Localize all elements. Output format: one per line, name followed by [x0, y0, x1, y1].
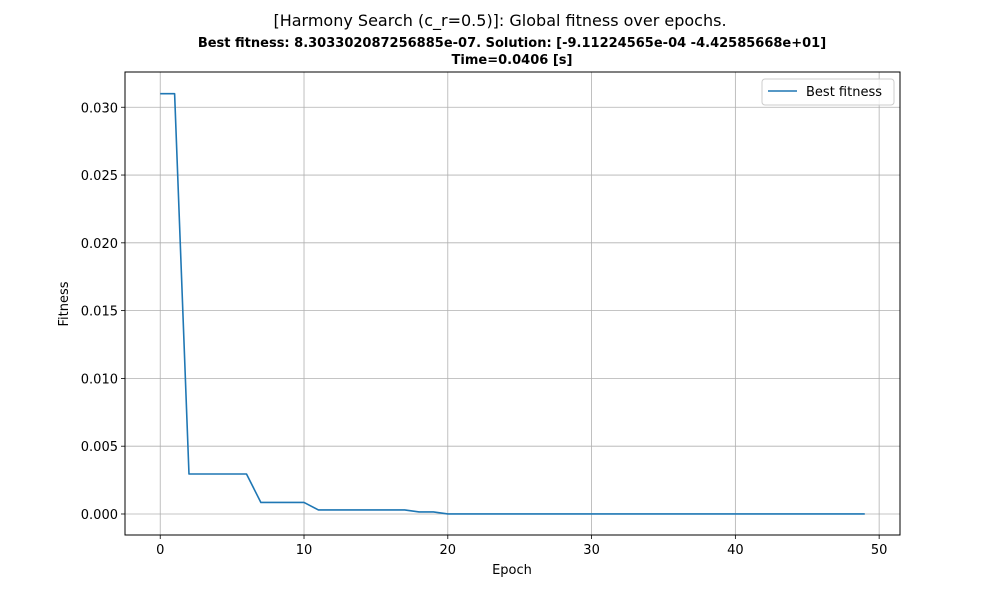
chart-subtitle-line2: Time=0.0406 [s]: [452, 53, 573, 68]
x-tick-label: 10: [296, 543, 313, 558]
y-tick-label: 0.030: [81, 101, 118, 116]
y-axis-ticks: 0.000 0.005 0.010 0.015 0.020 0.025 0.030: [81, 101, 125, 523]
chart-subtitle-line1: Best fitness: 8.303302087256885e-07. Sol…: [198, 36, 826, 51]
x-tick-label: 30: [583, 543, 600, 558]
grid-lines: [125, 72, 900, 535]
series-line-best-fitness: [160, 92, 865, 515]
y-tick-label: 0.015: [81, 305, 118, 320]
x-axis-ticks: 0 10 20 30 40 50: [156, 535, 887, 558]
x-tick-label: 40: [727, 543, 744, 558]
series-layer: [160, 92, 865, 515]
x-tick-label: 0: [156, 543, 164, 558]
y-tick-label: 0.010: [81, 372, 118, 387]
y-tick-label: 0.000: [81, 508, 118, 523]
y-tick-label: 0.005: [81, 440, 118, 455]
plot-frame: [124, 71, 901, 536]
chart-title: [Harmony Search (c_r=0.5)]: Global fitne…: [273, 11, 726, 31]
y-tick-label: 0.020: [81, 237, 118, 252]
x-tick-label: 50: [871, 543, 888, 558]
legend-box: [761, 78, 895, 106]
y-axis-label: Fitness: [57, 281, 72, 326]
x-tick-label: 20: [440, 543, 457, 558]
x-axis-label: Epoch: [492, 563, 532, 578]
y-tick-label: 0.025: [81, 169, 118, 184]
legend: Best fitness: [761, 78, 895, 106]
legend-label: Best fitness: [806, 85, 882, 100]
